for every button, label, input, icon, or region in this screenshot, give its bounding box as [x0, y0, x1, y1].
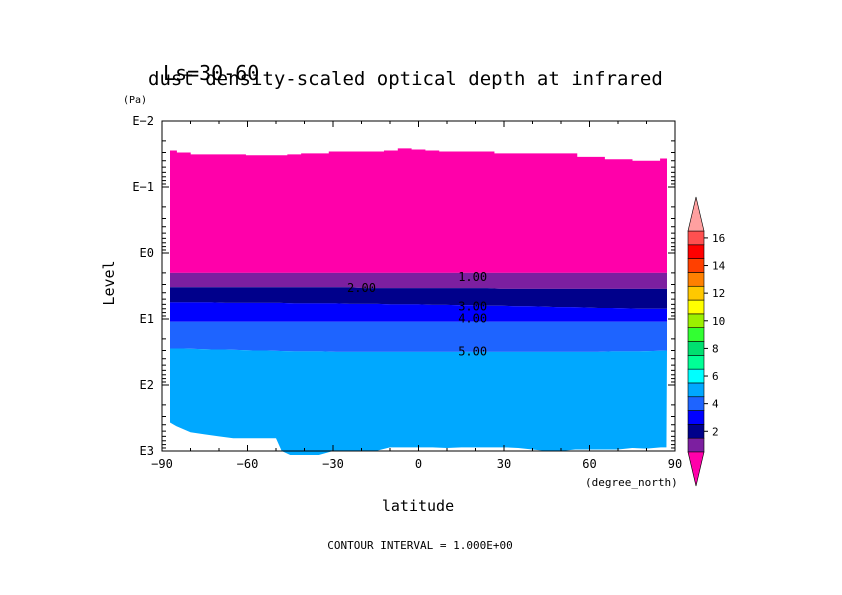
colorbar: 2 4 6 8 10 12 14 16 — [687, 196, 726, 487]
colorbar-tick-label: 14 — [712, 260, 726, 273]
colorbar-box — [687, 368, 705, 384]
colorbar-box — [687, 313, 705, 328]
y-tick-label: E0 — [140, 246, 154, 260]
colorbar-tick-label: 6 — [712, 370, 719, 383]
colorbar-box — [687, 355, 705, 370]
chart-title: dust density-scaled optical depth at inf… — [148, 68, 663, 90]
colorbar-box — [687, 341, 705, 356]
colorbar-box — [687, 244, 705, 259]
axis-ticks: −90 −60 −30 0 30 60 90 E−2 E−1 E0 E1 E2 E3 — [132, 114, 682, 471]
x-tick-label: −90 — [151, 457, 173, 471]
contour-label: 2.00 — [347, 281, 376, 295]
colorbar-tick-label: 10 — [712, 315, 725, 328]
band-3-4 — [170, 302, 667, 322]
band-1-2 — [170, 272, 667, 289]
contour-labels: 1.00 2.00 3.004.00 5.00 — [347, 270, 487, 359]
y-tick-label: E−2 — [132, 114, 154, 128]
y-tick-label: E3 — [140, 444, 154, 458]
colorbar-box — [687, 396, 705, 411]
colorbar-box — [687, 285, 705, 301]
y-axis-label: Level — [100, 260, 118, 305]
y-unit-label: (Pa) — [123, 95, 147, 106]
colorbar-box — [687, 258, 705, 273]
colorbar-bottom-triangle — [687, 451, 705, 487]
colorbar-tick-label: 2 — [712, 425, 719, 438]
contour-label: 1.00 — [458, 270, 487, 284]
band-4-5 — [170, 321, 667, 352]
colorbar-box — [687, 424, 705, 439]
contour-interval-note: CONTOUR INTERVAL = 1.000E+00 — [327, 539, 512, 552]
y-tick-label: E2 — [140, 378, 154, 392]
colorbar-tick-label: 8 — [712, 342, 719, 355]
y-tick-label: E1 — [140, 312, 154, 326]
colorbar-box — [687, 230, 705, 246]
colorbar-box — [687, 299, 705, 315]
colorbar-box — [687, 382, 705, 398]
x-tick-label: −30 — [322, 457, 344, 471]
contour-label: 4.00 — [458, 311, 487, 325]
colorbar-tick-label: 12 — [712, 287, 725, 300]
colorbar-top-triangle — [687, 196, 705, 232]
x-axis-label: latitude — [382, 497, 454, 515]
x-tick-label: 60 — [582, 457, 596, 471]
x-tick-label: −60 — [237, 457, 259, 471]
band-2-3 — [170, 287, 667, 309]
contour-fill-layer — [170, 148, 667, 456]
band-below-1 — [170, 148, 667, 273]
x-tick-label: 30 — [497, 457, 511, 471]
colorbar-box — [687, 272, 705, 287]
y-tick-label: E−1 — [132, 180, 154, 194]
x-tick-label: 90 — [668, 457, 682, 471]
x-tick-label: 0 — [415, 457, 422, 471]
colorbar-box — [687, 410, 705, 425]
contour-label: 5.00 — [458, 344, 487, 358]
colorbar-tick-label: 16 — [712, 232, 725, 245]
colorbar-box — [687, 327, 705, 342]
chart-subtitle: Ls=30-60 — [163, 61, 259, 85]
x-unit-label: (degree_north) — [585, 476, 678, 489]
band-5-6 — [170, 348, 667, 456]
colorbar-box — [687, 437, 705, 453]
colorbar-tick-label: 4 — [712, 398, 719, 411]
contour-label: 3.00 — [458, 300, 487, 314]
